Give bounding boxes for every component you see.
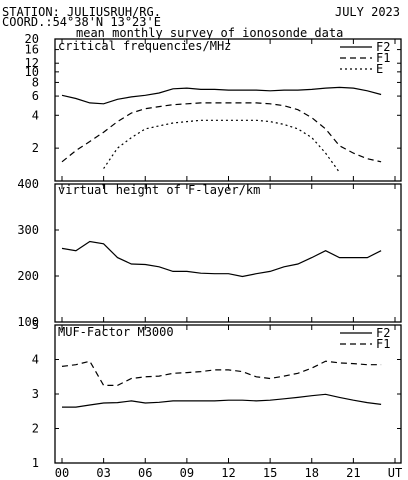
y-tick-label: 8: [32, 75, 39, 89]
x-tick-label: 18: [305, 466, 319, 480]
panel-title: virtual height of F-layer/km: [58, 183, 260, 197]
y-tick-label: 200: [17, 269, 39, 283]
y-tick-label: 10: [25, 65, 39, 79]
y-tick-label: 4: [32, 353, 39, 367]
panel-title: MUF-Factor M3000: [58, 325, 174, 339]
x-tick-label: 21: [346, 466, 360, 480]
station-label: STATION: JULIUSRUH/RG.: [2, 5, 161, 19]
plot-frame-2: [54, 183, 402, 323]
x-tick-label: 09: [180, 466, 194, 480]
legend-label-f2: F2: [376, 40, 390, 54]
panel-title: critical frequencies/MHz: [58, 39, 231, 53]
y-tick-label: 3: [32, 387, 39, 401]
y-tick-label: 12: [25, 56, 39, 70]
y-tick-label: 5: [32, 318, 39, 332]
plot-frame-3: [54, 324, 402, 464]
legend-label-f1: F1: [376, 337, 390, 351]
series-line-f2: [61, 86, 382, 105]
legend-label-f2: F2: [376, 326, 390, 340]
legend-label-e: E: [376, 62, 383, 76]
y-tick-label: 2: [32, 422, 39, 436]
x-tick-label: 15: [263, 466, 277, 480]
date-label: JULY 2023: [334, 5, 400, 19]
y-tick-label: 6: [32, 89, 39, 103]
y-tick-label: 4: [32, 108, 39, 122]
y-tick-label: 300: [17, 223, 39, 237]
x-tick-label: 03: [96, 466, 110, 480]
y-tick-label: 2: [32, 141, 39, 155]
series-line-f1: [61, 102, 382, 163]
x-tick-label: 00: [55, 466, 69, 480]
x-tick-label: 06: [138, 466, 152, 480]
y-tick-label: 100: [17, 315, 39, 329]
plot-frame-1: [54, 38, 402, 182]
legend-label-f1: F1: [376, 51, 390, 65]
y-tick-label: 20: [25, 32, 39, 46]
y-tick-label: 16: [25, 43, 39, 57]
series-line-f1: [61, 360, 382, 386]
x-tick-label: UT: [388, 466, 402, 480]
series-line-f2: [62, 393, 382, 408]
x-tick-label: 12: [221, 466, 235, 480]
series-line-height: [61, 240, 382, 278]
coordinates-label: COORD.:54°38'N 13°23'E: [2, 15, 161, 29]
y-tick-label: 400: [17, 177, 39, 191]
y-tick-label: 1: [32, 456, 39, 470]
series-line-e: [103, 119, 340, 173]
survey-subtitle: mean monthly survey of ionosonde data: [76, 26, 344, 40]
